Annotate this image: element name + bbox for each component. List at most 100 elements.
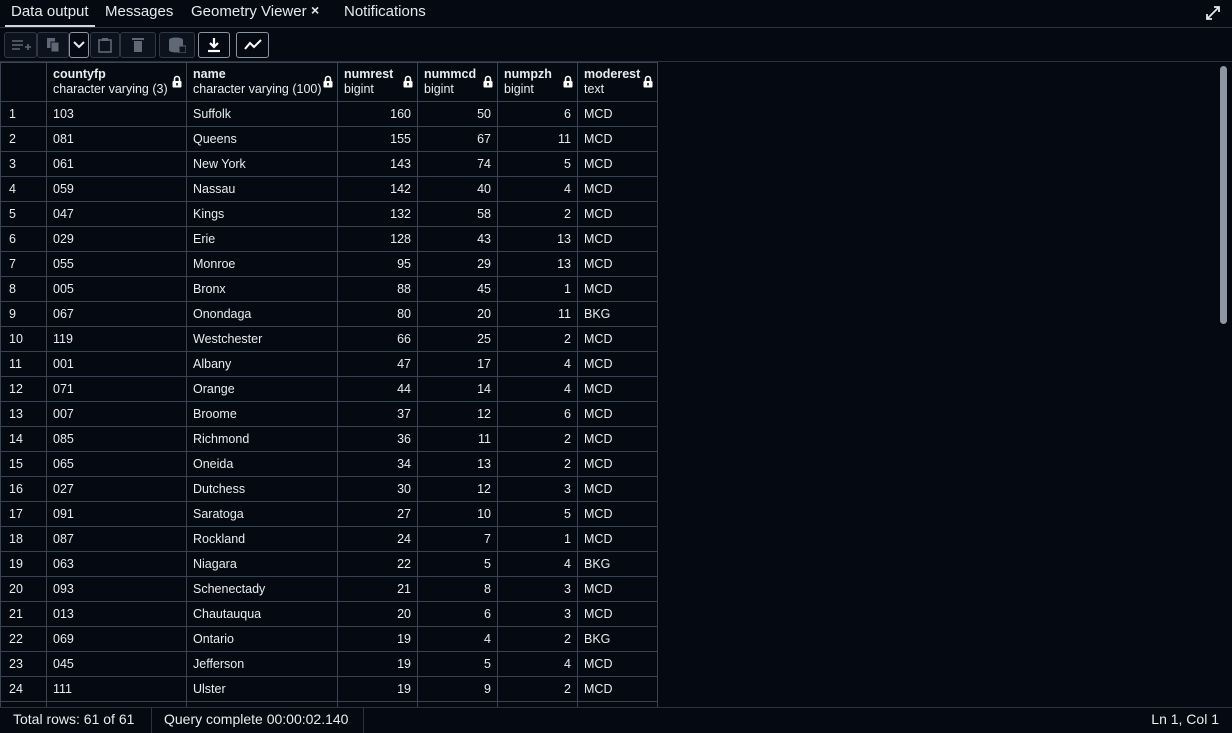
table-cell[interactable]: 36 <box>337 426 418 452</box>
table-cell[interactable]: 059 <box>46 176 187 202</box>
row-number-cell[interactable]: 12 <box>0 376 47 402</box>
table-cell[interactable]: 11 <box>497 301 578 327</box>
row-number-cell[interactable]: 22 <box>0 626 47 652</box>
table-cell[interactable]: 063 <box>46 551 187 577</box>
table-cell[interactable]: 001 <box>46 351 187 377</box>
table-cell[interactable]: 50 <box>417 101 498 127</box>
table-cell[interactable]: MCD <box>577 351 658 377</box>
row-number-cell[interactable]: 9 <box>0 301 47 327</box>
table-cell[interactable]: 119 <box>46 326 187 352</box>
row-number-cell[interactable]: 11 <box>0 351 47 377</box>
table-cell[interactable]: 2 <box>497 426 578 452</box>
table-cell[interactable]: 045 <box>46 651 187 677</box>
row-number-cell[interactable]: 23 <box>0 651 47 677</box>
row-number-cell[interactable]: 7 <box>0 251 47 277</box>
table-cell[interactable]: 13 <box>497 251 578 277</box>
table-cell[interactable]: 2 <box>497 451 578 477</box>
column-header[interactable]: numrest bigint <box>337 62 418 102</box>
table-cell[interactable]: 005 <box>46 276 187 302</box>
table-row[interactable]: 12 071 Orange 44 14 4 MCD <box>0 376 658 402</box>
column-header[interactable]: nummcd bigint <box>417 62 498 102</box>
table-cell[interactable]: 128 <box>337 226 418 252</box>
table-cell[interactable]: MCD <box>577 426 658 452</box>
table-cell[interactable]: 34 <box>337 451 418 477</box>
table-cell[interactable]: Albany <box>186 351 338 377</box>
table-cell[interactable]: BKG <box>577 301 658 327</box>
table-cell[interactable]: 1 <box>497 526 578 552</box>
table-cell[interactable]: 143 <box>337 151 418 177</box>
tab-notifications[interactable]: Notifications <box>344 3 426 20</box>
table-cell[interactable]: Richmond <box>186 426 338 452</box>
row-number-cell[interactable]: 20 <box>0 576 47 602</box>
table-cell[interactable]: 5 <box>497 151 578 177</box>
table-cell[interactable]: Broome <box>186 401 338 427</box>
table-row[interactable]: 14 085 Richmond 36 11 2 MCD <box>0 426 658 452</box>
table-row[interactable]: 11 001 Albany 47 17 4 MCD <box>0 351 658 377</box>
table-cell[interactable]: 3 <box>497 576 578 602</box>
table-cell[interactable]: 061 <box>46 151 187 177</box>
table-cell[interactable]: 007 <box>46 401 187 427</box>
vertical-scrollbar[interactable] <box>1216 62 1232 707</box>
table-cell[interactable]: Schenectady <box>186 576 338 602</box>
table-row[interactable]: 20 093 Schenectady 21 8 3 MCD <box>0 576 658 602</box>
table-cell[interactable]: 66 <box>337 326 418 352</box>
table-row[interactable] <box>0 701 658 707</box>
table-cell[interactable]: 3 <box>497 476 578 502</box>
table-cell[interactable]: 40 <box>417 176 498 202</box>
table-cell[interactable]: 10 <box>417 501 498 527</box>
table-row[interactable]: 19 063 Niagara 22 5 4 BKG <box>0 551 658 577</box>
table-cell[interactable]: Oneida <box>186 451 338 477</box>
table-cell[interactable]: MCD <box>577 501 658 527</box>
table-cell[interactable]: MCD <box>577 576 658 602</box>
table-cell[interactable]: 88 <box>337 276 418 302</box>
table-cell[interactable]: 155 <box>337 126 418 152</box>
table-cell[interactable]: 6 <box>417 601 498 627</box>
table-cell[interactable]: 047 <box>46 201 187 227</box>
table-cell[interactable]: 67 <box>417 126 498 152</box>
row-number-cell[interactable]: 16 <box>0 476 47 502</box>
table-row[interactable]: 4 059 Nassau 142 40 4 MCD <box>0 176 658 202</box>
table-cell[interactable]: 5 <box>497 501 578 527</box>
table-cell[interactable]: 37 <box>337 401 418 427</box>
table-cell[interactable]: MCD <box>577 401 658 427</box>
copy-button[interactable] <box>37 32 69 58</box>
table-cell[interactable]: 2 <box>497 326 578 352</box>
table-cell[interactable]: 27 <box>337 501 418 527</box>
table-cell[interactable]: 2 <box>497 626 578 652</box>
table-cell[interactable]: MCD <box>577 676 658 702</box>
table-cell[interactable]: 6 <box>497 101 578 127</box>
table-row[interactable]: 23 045 Jefferson 19 5 4 MCD <box>0 651 658 677</box>
table-cell[interactable]: 24 <box>337 526 418 552</box>
table-cell[interactable]: 12 <box>417 476 498 502</box>
tab-geometry-viewer[interactable]: Geometry Viewer <box>191 3 307 20</box>
table-row[interactable]: 22 069 Ontario 19 4 2 BKG <box>0 626 658 652</box>
table-row[interactable]: 15 065 Oneida 34 13 2 MCD <box>0 451 658 477</box>
table-cell[interactable]: 14 <box>417 376 498 402</box>
table-cell[interactable]: MCD <box>577 451 658 477</box>
table-row[interactable]: 18 087 Rockland 24 7 1 MCD <box>0 526 658 552</box>
table-cell[interactable]: 21 <box>337 576 418 602</box>
scrollbar-thumb[interactable] <box>1220 66 1227 324</box>
table-cell[interactable]: 8 <box>417 576 498 602</box>
table-cell[interactable]: Westchester <box>186 326 338 352</box>
table-cell[interactable]: 4 <box>497 551 578 577</box>
table-cell[interactable]: 5 <box>417 651 498 677</box>
table-cell[interactable]: 093 <box>46 576 187 602</box>
table-cell[interactable]: MCD <box>577 101 658 127</box>
table-row[interactable]: 9 067 Onondaga 80 20 11 BKG <box>0 301 658 327</box>
table-cell[interactable]: Rockland <box>186 526 338 552</box>
table-row[interactable]: 21 013 Chautauqua 20 6 3 MCD <box>0 601 658 627</box>
table-cell[interactable]: 027 <box>46 476 187 502</box>
paste-button[interactable] <box>90 32 120 58</box>
table-cell[interactable]: Erie <box>186 226 338 252</box>
table-cell[interactable]: 132 <box>337 201 418 227</box>
table-cell[interactable]: 13 <box>497 226 578 252</box>
tab-data-output[interactable]: Data output <box>5 0 95 27</box>
table-cell[interactable]: 11 <box>417 426 498 452</box>
table-cell[interactable]: 13 <box>417 451 498 477</box>
table-cell[interactable]: 2 <box>497 676 578 702</box>
row-number-cell[interactable]: 17 <box>0 501 47 527</box>
column-header[interactable]: moderest text <box>577 62 658 102</box>
table-cell[interactable]: MCD <box>577 276 658 302</box>
column-header[interactable]: countyfp character varying (3) <box>46 62 187 102</box>
